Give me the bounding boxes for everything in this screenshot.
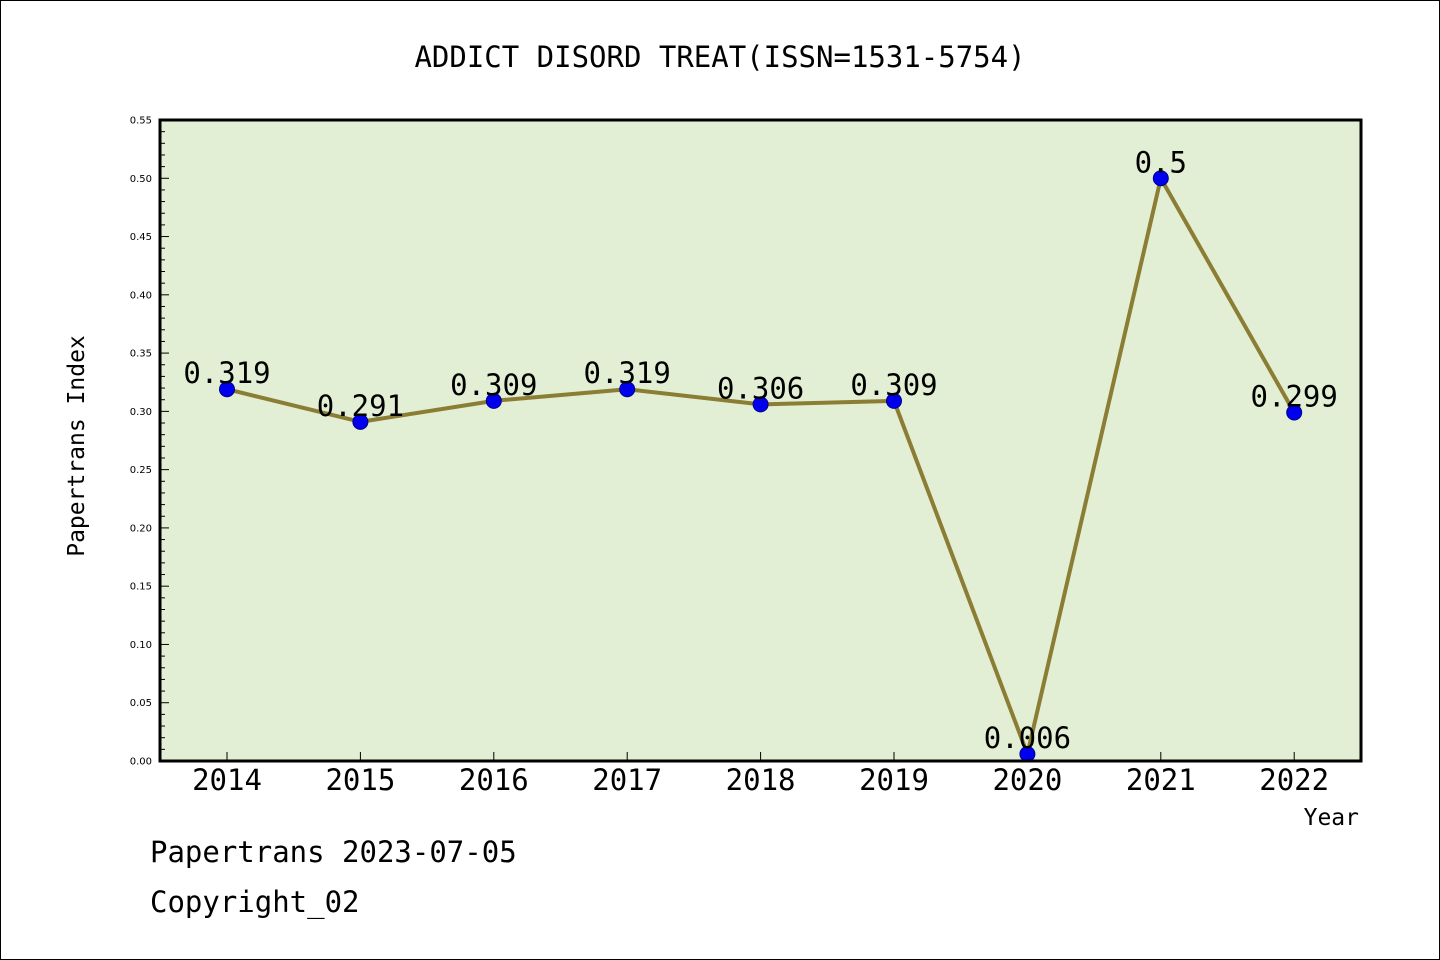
footer-copyright: Copyright_02 [150, 885, 360, 919]
x-axis: 2014 2015 2016 2017 2018 2019 2020 2021 2022 [192, 752, 1329, 797]
data-point [352, 413, 369, 430]
y-tick-label: 0.50 [130, 174, 152, 185]
y-tick-label: 0.05 [130, 698, 152, 709]
data-point [1286, 404, 1303, 421]
data-label: 0.309 [450, 368, 537, 402]
data-label: 0.291 [317, 389, 404, 423]
data-point [219, 381, 235, 398]
data-label: 0.319 [584, 356, 671, 390]
data-point [619, 381, 636, 398]
data-labels: 0.319 0.291 0.309 0.319 0.306 0.309 0.006 0.5 0.… [183, 145, 1338, 755]
x-tick-label: 2017 [592, 763, 662, 797]
data-point [1152, 170, 1169, 187]
x-tick-label: 2022 [1259, 763, 1329, 797]
x-tick-label: 2020 [992, 763, 1062, 797]
y-tick-label: 0.10 [130, 640, 152, 651]
x-tick-label: 2015 [325, 763, 395, 797]
plot-border [158, 118, 1363, 763]
series-markers [219, 170, 1303, 763]
x-axis-label: Year [1304, 805, 1359, 831]
chart-title: ADDICT DISORD TREAT(ISSN=1531-5754) [414, 40, 1025, 74]
y-tick-label: 0.30 [130, 407, 152, 418]
x-tick-label: 2014 [192, 763, 262, 797]
data-point [752, 396, 769, 413]
x-tick-label: 2019 [859, 763, 929, 797]
x-tick-label: 2021 [1126, 763, 1196, 797]
y-tick-label: 0.35 [130, 349, 152, 360]
y-tick-label: 0.25 [130, 465, 152, 476]
data-point [886, 392, 902, 409]
data-label: 0.006 [984, 721, 1071, 755]
x-tick-label: 2018 [726, 763, 796, 797]
data-point [485, 392, 502, 409]
data-label: 0.5 [1135, 145, 1187, 179]
y-tick-label: 0.00 [130, 757, 152, 768]
data-label: 0.309 [850, 368, 937, 402]
y-tick-label: 0.40 [130, 290, 152, 301]
footer-date: Papertrans 2023-07-05 [150, 835, 517, 869]
data-label: 0.299 [1251, 380, 1338, 414]
x-tick-label: 2016 [459, 763, 529, 797]
y-axis-label: Papertrans Index [64, 335, 90, 557]
y-tick-label: 0.20 [130, 523, 152, 534]
data-label: 0.306 [717, 371, 804, 405]
data-label: 0.319 [183, 356, 270, 390]
y-tick-label: 0.15 [130, 582, 152, 593]
y-tick-label: 0.55 [130, 116, 152, 127]
y-tick-label: 0.45 [130, 232, 152, 243]
y-axis: 0.00 0.05 0.10 0.15 0.20 0.25 0.30 0.35 0.40 0.45… [130, 116, 169, 768]
plot-area [160, 120, 1361, 761]
